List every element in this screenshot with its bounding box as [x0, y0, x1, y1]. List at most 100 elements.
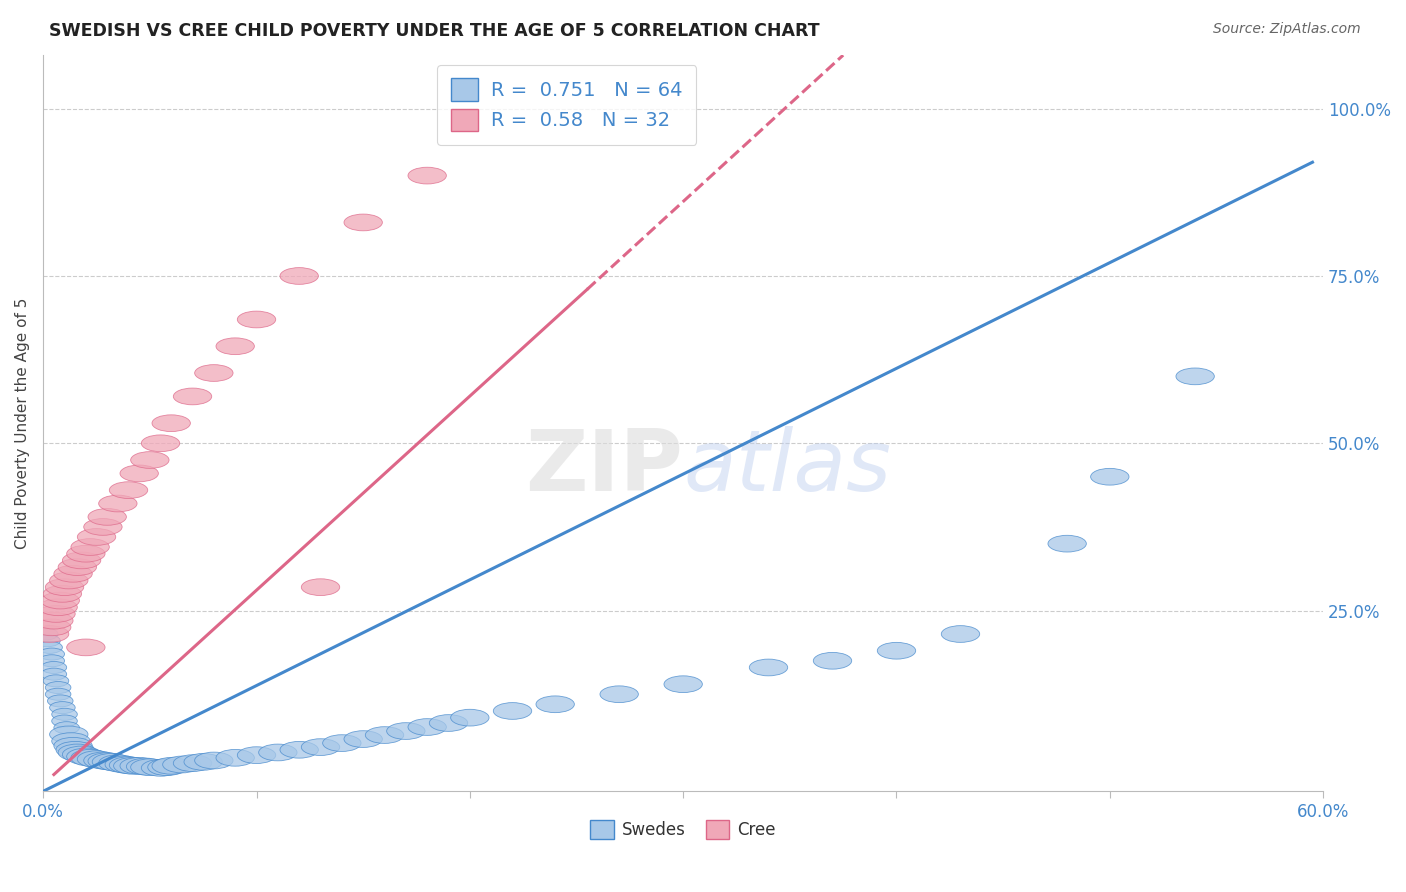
- Y-axis label: Child Poverty Under the Age of 5: Child Poverty Under the Age of 5: [15, 298, 30, 549]
- Ellipse shape: [66, 639, 105, 656]
- Ellipse shape: [53, 722, 80, 734]
- Legend: Swedes, Cree: Swedes, Cree: [583, 813, 783, 846]
- Ellipse shape: [77, 751, 115, 767]
- Ellipse shape: [494, 703, 531, 719]
- Ellipse shape: [70, 749, 110, 766]
- Ellipse shape: [451, 709, 489, 726]
- Ellipse shape: [131, 451, 169, 468]
- Ellipse shape: [52, 708, 77, 721]
- Ellipse shape: [53, 566, 93, 582]
- Text: atlas: atlas: [683, 425, 891, 508]
- Ellipse shape: [664, 676, 703, 692]
- Ellipse shape: [301, 579, 340, 596]
- Ellipse shape: [52, 732, 90, 749]
- Ellipse shape: [163, 756, 201, 772]
- Ellipse shape: [280, 741, 318, 758]
- Ellipse shape: [1091, 468, 1129, 485]
- Ellipse shape: [120, 757, 159, 774]
- Ellipse shape: [98, 755, 136, 772]
- Ellipse shape: [1175, 368, 1215, 384]
- Ellipse shape: [114, 757, 152, 774]
- Ellipse shape: [37, 641, 62, 654]
- Ellipse shape: [408, 167, 446, 184]
- Ellipse shape: [110, 482, 148, 499]
- Ellipse shape: [89, 508, 127, 525]
- Ellipse shape: [387, 723, 425, 739]
- Ellipse shape: [32, 619, 70, 636]
- Ellipse shape: [813, 652, 852, 669]
- Ellipse shape: [49, 572, 89, 589]
- Ellipse shape: [142, 759, 180, 776]
- Ellipse shape: [44, 585, 82, 602]
- Ellipse shape: [35, 612, 73, 629]
- Ellipse shape: [127, 758, 165, 775]
- Ellipse shape: [344, 731, 382, 747]
- Ellipse shape: [77, 529, 115, 545]
- Ellipse shape: [749, 659, 787, 676]
- Ellipse shape: [49, 726, 89, 743]
- Ellipse shape: [45, 579, 84, 596]
- Text: Source: ZipAtlas.com: Source: ZipAtlas.com: [1213, 22, 1361, 37]
- Ellipse shape: [217, 749, 254, 766]
- Ellipse shape: [152, 415, 190, 432]
- Ellipse shape: [194, 752, 233, 769]
- Ellipse shape: [39, 599, 77, 615]
- Ellipse shape: [110, 756, 148, 773]
- Ellipse shape: [194, 365, 233, 382]
- Ellipse shape: [238, 311, 276, 328]
- Ellipse shape: [366, 727, 404, 743]
- Ellipse shape: [184, 754, 222, 770]
- Ellipse shape: [66, 545, 105, 562]
- Ellipse shape: [48, 695, 73, 707]
- Text: SWEDISH VS CREE CHILD POVERTY UNDER THE AGE OF 5 CORRELATION CHART: SWEDISH VS CREE CHILD POVERTY UNDER THE …: [49, 22, 820, 40]
- Ellipse shape: [120, 465, 159, 482]
- Ellipse shape: [66, 748, 105, 764]
- Ellipse shape: [429, 714, 468, 731]
- Ellipse shape: [39, 648, 65, 660]
- Ellipse shape: [173, 388, 212, 405]
- Ellipse shape: [280, 268, 318, 285]
- Ellipse shape: [322, 735, 361, 751]
- Ellipse shape: [45, 689, 70, 700]
- Ellipse shape: [217, 338, 254, 355]
- Ellipse shape: [70, 539, 110, 556]
- Ellipse shape: [56, 741, 94, 758]
- Ellipse shape: [44, 675, 69, 687]
- Ellipse shape: [84, 752, 122, 769]
- Ellipse shape: [877, 642, 915, 659]
- Ellipse shape: [62, 746, 101, 763]
- Ellipse shape: [1047, 535, 1087, 552]
- Ellipse shape: [89, 753, 127, 770]
- Ellipse shape: [105, 756, 143, 772]
- Ellipse shape: [344, 214, 382, 231]
- Ellipse shape: [152, 757, 190, 774]
- Ellipse shape: [536, 696, 575, 713]
- Ellipse shape: [39, 655, 65, 667]
- Ellipse shape: [98, 495, 136, 512]
- Ellipse shape: [35, 635, 60, 647]
- Ellipse shape: [31, 625, 69, 642]
- Ellipse shape: [259, 744, 297, 761]
- Ellipse shape: [148, 759, 186, 775]
- Ellipse shape: [84, 518, 122, 535]
- Ellipse shape: [41, 592, 80, 609]
- Ellipse shape: [52, 715, 77, 727]
- Ellipse shape: [32, 628, 58, 640]
- Ellipse shape: [41, 662, 66, 673]
- Ellipse shape: [131, 759, 169, 775]
- Ellipse shape: [93, 754, 131, 770]
- Ellipse shape: [173, 755, 212, 772]
- Ellipse shape: [37, 606, 75, 623]
- Text: ZIP: ZIP: [526, 425, 683, 508]
- Ellipse shape: [301, 739, 340, 756]
- Ellipse shape: [408, 719, 446, 735]
- Ellipse shape: [62, 552, 101, 569]
- Ellipse shape: [238, 747, 276, 764]
- Ellipse shape: [600, 686, 638, 703]
- Ellipse shape: [45, 681, 70, 694]
- Ellipse shape: [941, 625, 980, 642]
- Ellipse shape: [41, 668, 66, 681]
- Ellipse shape: [58, 558, 97, 575]
- Ellipse shape: [53, 738, 93, 754]
- Ellipse shape: [142, 435, 180, 451]
